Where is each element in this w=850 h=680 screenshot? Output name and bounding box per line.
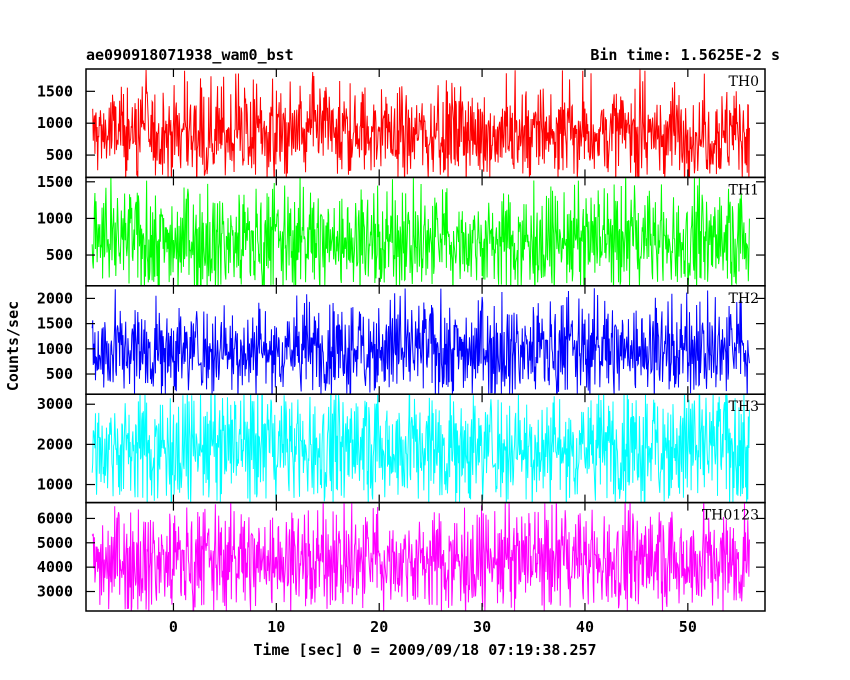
y-tick-label: 3000 — [37, 395, 73, 413]
x-tick-label: 50 — [679, 618, 697, 636]
y-tick-label: 2000 — [37, 289, 73, 307]
bin-time-label: Bin time: 1.5625E-2 s — [590, 46, 780, 64]
series-line-th0 — [92, 69, 750, 178]
series-label-th1: TH1 — [729, 182, 759, 198]
y-tick-label: 5000 — [37, 534, 73, 552]
y-tick-label: 4000 — [37, 558, 73, 576]
y-axis-label: Counts/sec — [4, 301, 22, 391]
y-tick-label: 1000 — [37, 209, 73, 227]
y-tick-label: 1500 — [37, 173, 73, 191]
y-tick-label: 1500 — [37, 82, 73, 100]
panel-th0123: 3000 4000 5000 6000 TH0123 — [37, 501, 766, 612]
panel-th0: 500 1000 1500 TH0 — [37, 68, 766, 179]
series-label-th0: TH0 — [729, 74, 759, 90]
y-tick-label: 2000 — [37, 435, 73, 453]
panel-th1: 500 1000 1500 TH1 — [37, 173, 766, 287]
y-tick-label: 500 — [46, 246, 73, 264]
series-line-th1 — [91, 177, 750, 286]
x-tick-label: 0 — [169, 618, 178, 636]
x-axis-label: Time [sec] 0 = 2009/09/18 07:19:38.257 — [253, 641, 596, 659]
panel-frame — [85, 501, 766, 612]
chart-title: ae090918071938_wam0_bst — [86, 46, 294, 64]
y-tick-label: 1000 — [37, 340, 73, 358]
y-tick-label: 3000 — [37, 583, 73, 601]
series-label-th3: TH3 — [729, 399, 759, 415]
x-tick-label: 20 — [370, 618, 388, 636]
series-label-th0123: TH0123 — [702, 508, 759, 524]
series-line-th3 — [91, 394, 750, 503]
x-tick-label: 10 — [267, 618, 285, 636]
y-tick-label: 1500 — [37, 315, 73, 333]
y-tick-label: 6000 — [37, 509, 73, 527]
series-label-th2: TH2 — [729, 291, 759, 307]
panel-th2: 500 1000 1500 2000 TH2 — [37, 285, 766, 395]
series-line-th2 — [91, 288, 750, 395]
x-tick-label: 30 — [473, 618, 491, 636]
x-tick-label: 40 — [576, 618, 594, 636]
series-line-th0123 — [91, 502, 750, 612]
y-tick-label: 500 — [46, 365, 73, 383]
y-tick-label: 1000 — [37, 476, 73, 494]
y-tick-label: 1000 — [37, 114, 73, 132]
panel-th3: 1000 2000 3000 TH3 — [37, 393, 766, 504]
y-tick-label: 500 — [46, 146, 73, 164]
